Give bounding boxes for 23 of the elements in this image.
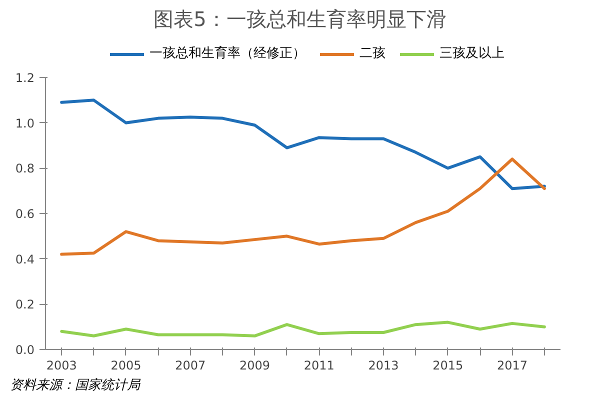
y-tick-label: 0.6 [15,207,35,221]
legend-label: 一孩总和生育率（经修正） [150,46,306,61]
text: 资料来源：国家统计局 [10,377,140,395]
x-tick-label: 2009 [239,358,270,372]
x-tick-label: 2015 [432,358,464,372]
x-tick-label: 2003 [46,358,77,372]
x-tick-label: 2013 [368,358,399,372]
x-tick-label: 2017 [496,358,528,372]
y-tick-label: 0.8 [15,162,35,176]
x-tick-label: 2005 [110,358,142,372]
legend-label: 二孩 [360,46,386,61]
y-tick-label: 0.0 [15,343,35,357]
legend-label: 三孩及以上 [440,46,504,61]
y-tick-label: 0.4 [15,252,35,266]
y-tick-label: 1.2 [15,71,35,85]
x-tick-label: 2011 [304,358,334,372]
chart-title: 图表5：一孩总和生育率明显下滑 [154,6,446,33]
line-series [60,320,546,338]
y-tick-label: 0.2 [15,298,35,312]
x-tick-label: 2007 [175,358,206,372]
y-tick-label: 1.0 [15,116,35,130]
line-series [60,158,546,256]
line-series [60,98,546,190]
